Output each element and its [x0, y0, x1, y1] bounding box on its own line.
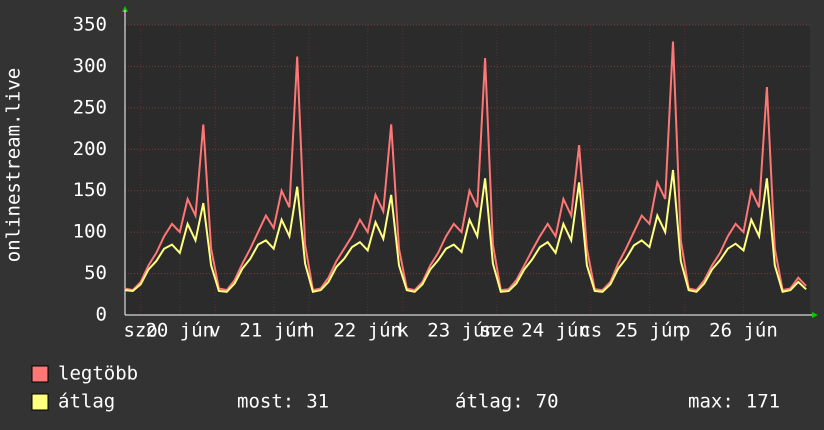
axis-arrow [122, 6, 128, 12]
legend-swatch [31, 365, 49, 383]
y-tick-label: 200 [73, 138, 107, 160]
x-tick-label: sze [480, 320, 514, 342]
x-tick-label: 23 jún [427, 320, 496, 342]
stat-label: max: [688, 391, 734, 413]
y-tick-label: 0 [96, 304, 107, 326]
x-tick-label: p [679, 320, 690, 342]
stat-value: 31 [306, 391, 329, 413]
y-tick-label: 50 [84, 262, 107, 284]
stat-value: 70 [536, 391, 559, 413]
x-tick-label: 20 jún [145, 320, 214, 342]
x-tick-label: 25 jún [615, 320, 684, 342]
axis-arrow [812, 312, 818, 318]
plot-area [125, 25, 810, 315]
x-tick-label: 26 jún [709, 320, 778, 342]
legend-swatch [31, 393, 49, 411]
x-tick-label: 24 jún [521, 320, 590, 342]
x-tick-label: k [397, 320, 409, 342]
y-axis-label: onlinestream.live [3, 68, 25, 262]
stat-label: most: [237, 391, 294, 413]
x-tick-label: cs [579, 320, 602, 342]
series-line [124, 169, 807, 293]
x-tick-label: szo [123, 320, 157, 342]
legend-label: átlag [58, 391, 115, 413]
stat-value: 171 [746, 391, 780, 413]
x-tick-label: 21 jún [239, 320, 308, 342]
y-tick-label: 300 [73, 55, 107, 77]
x-tick-label: h [303, 320, 314, 342]
x-tick-label: v [209, 320, 220, 342]
stat-label: átlag: [455, 391, 524, 413]
y-tick-label: 100 [73, 221, 107, 243]
x-tick-label: 22 jún [333, 320, 402, 342]
y-tick-label: 350 [73, 14, 107, 36]
y-tick-label: 150 [73, 179, 107, 201]
series-line [124, 41, 807, 292]
legend-label: legtöbb [58, 363, 138, 385]
y-tick-label: 250 [73, 96, 107, 118]
